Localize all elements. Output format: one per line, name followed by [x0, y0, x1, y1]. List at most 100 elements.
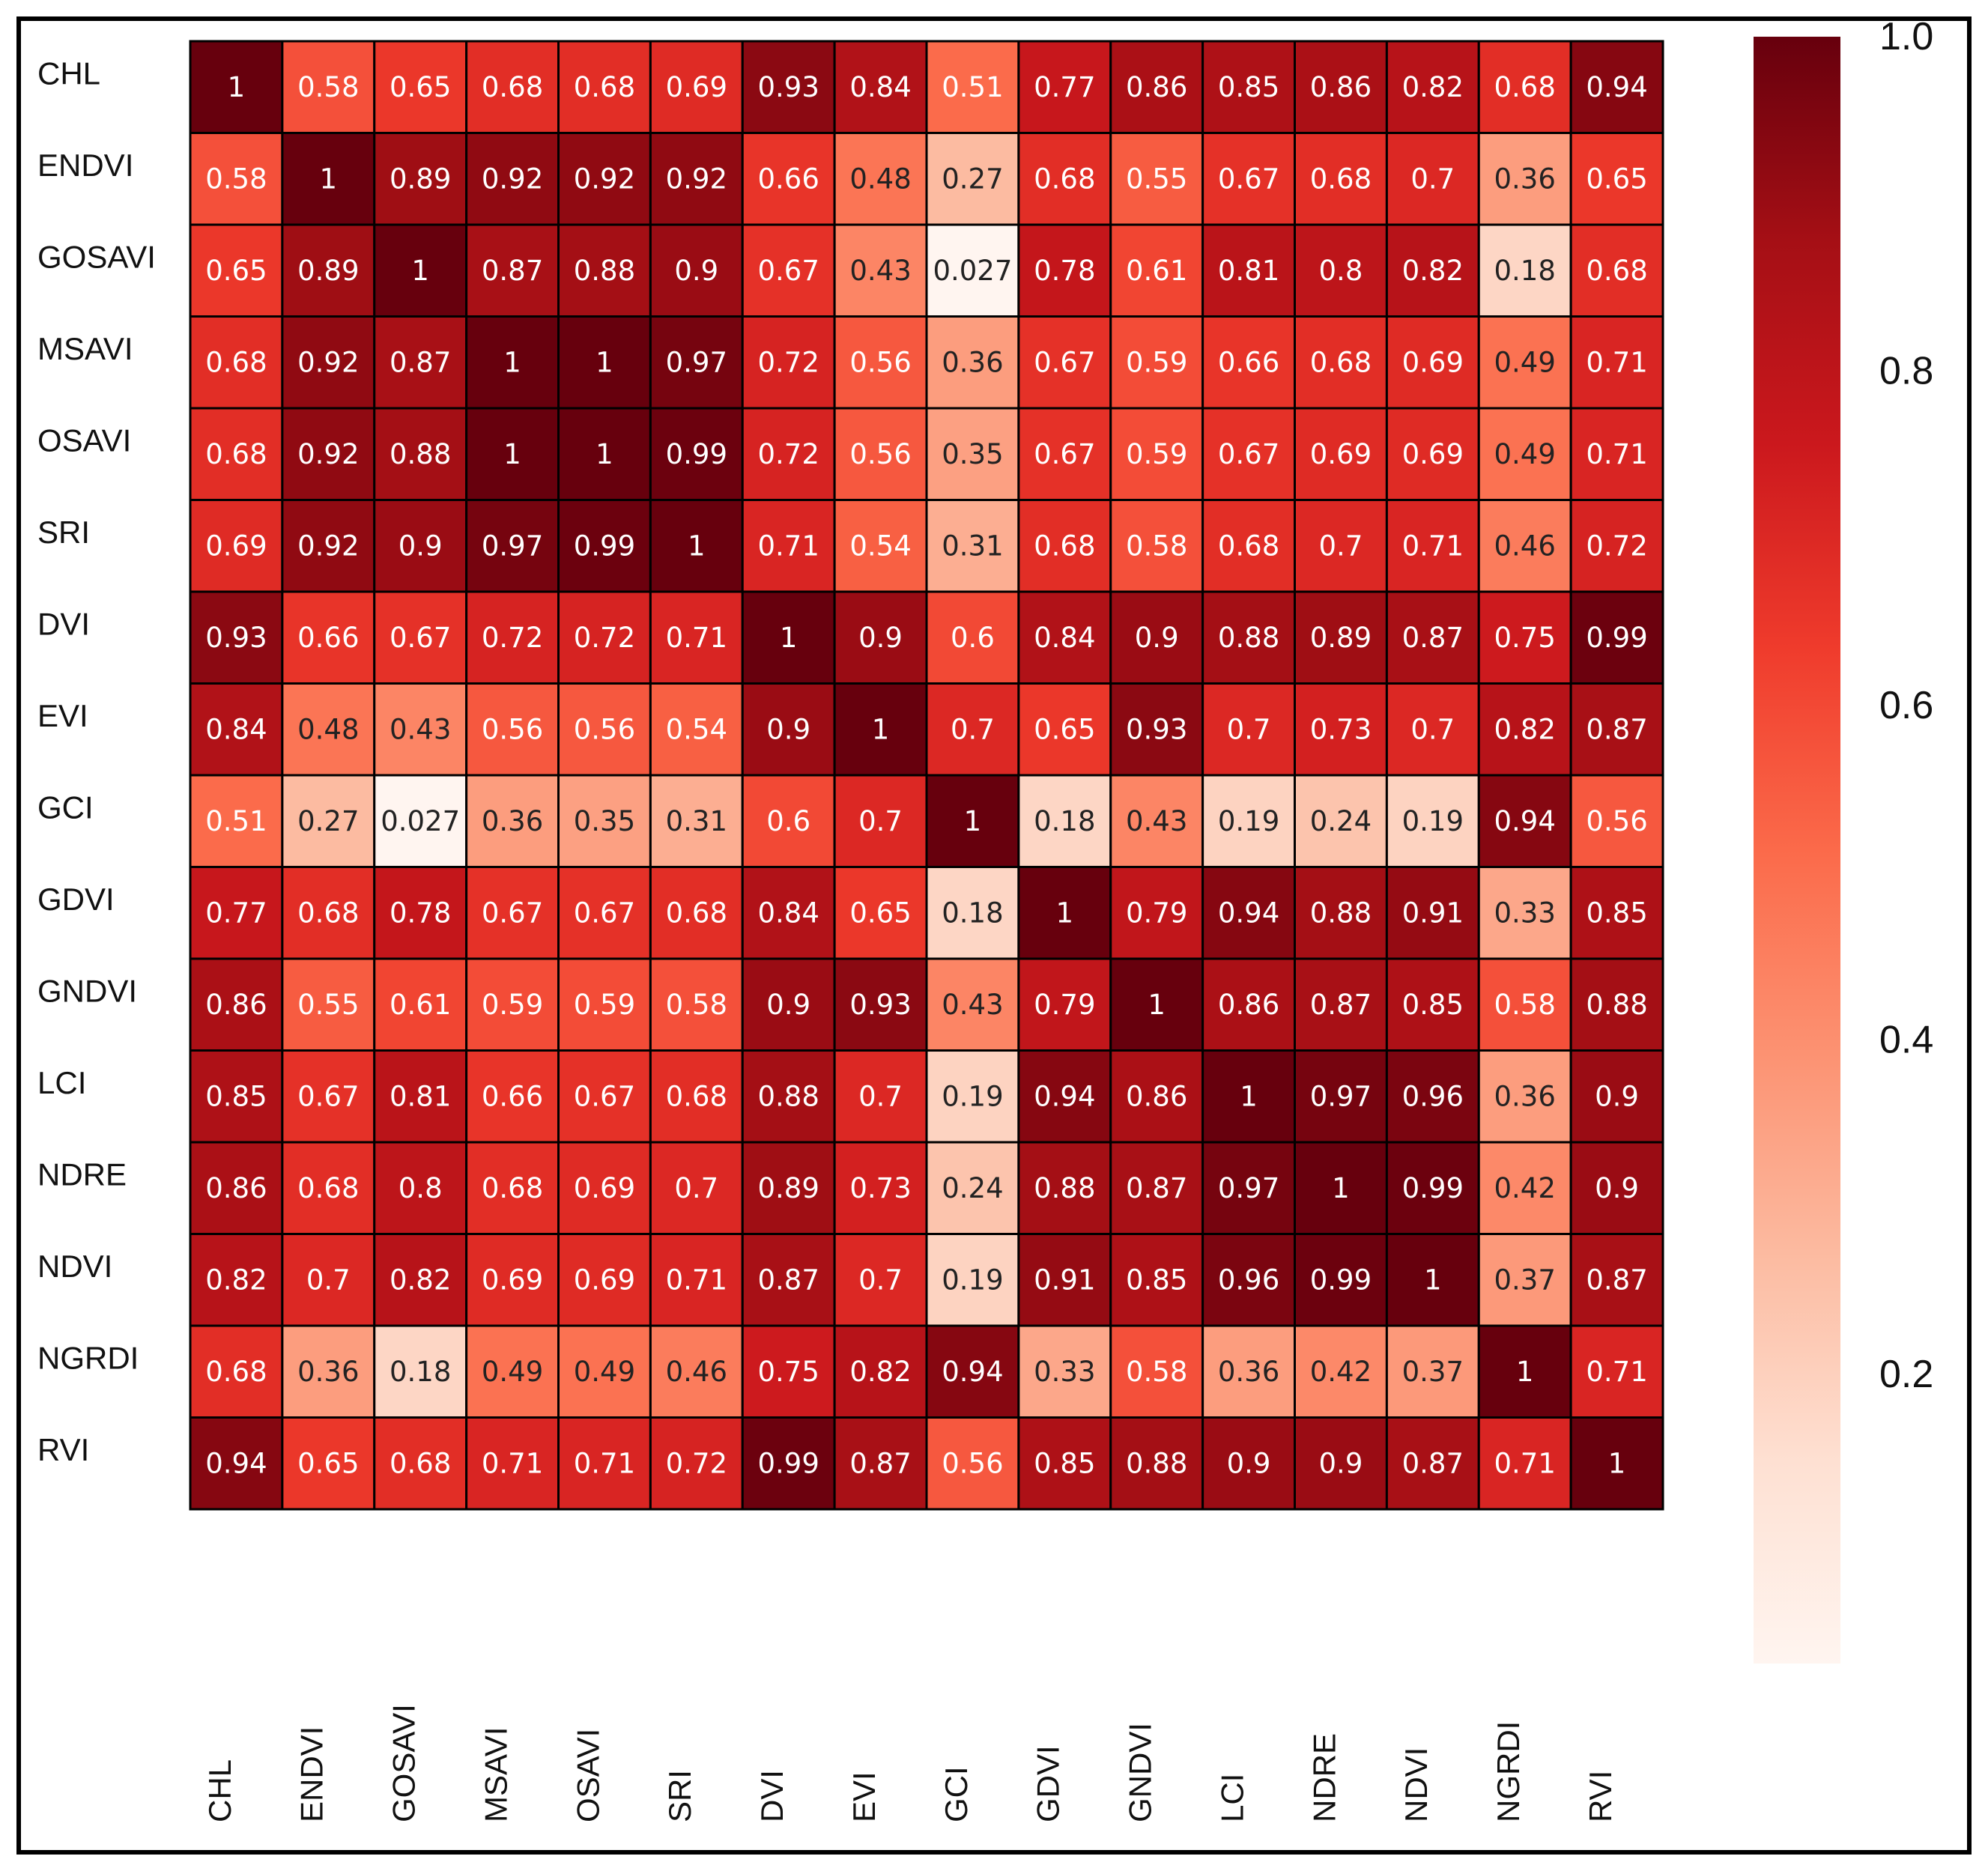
- heatmap-cell: [281, 407, 376, 501]
- cell-value-label: 0.9: [1135, 622, 1179, 654]
- cell-value-label: 0.67: [1218, 163, 1279, 195]
- cell-value-label: 0.71: [482, 1447, 543, 1479]
- cell-value-label: 0.85: [1586, 897, 1647, 929]
- heatmap-cell: [1569, 1141, 1664, 1235]
- column-label: NDVI: [1398, 1747, 1434, 1822]
- cell-value-label: 0.77: [1034, 71, 1095, 103]
- cell-value-label: 0.56: [849, 346, 911, 378]
- cell-value-label: 0.37: [1494, 1264, 1555, 1296]
- heatmap-cell: [465, 590, 560, 685]
- cell-value-label: 0.65: [1034, 713, 1095, 745]
- heatmap-cell: [1569, 499, 1664, 593]
- row-label: GOSAVI: [37, 239, 156, 274]
- cell-value-label: 0.99: [574, 530, 635, 562]
- cell-value-label: 0.85: [1402, 989, 1464, 1021]
- heatmap-cell: [1201, 132, 1297, 226]
- cell-value-label: 0.93: [849, 989, 911, 1021]
- cell-value-label: 0.65: [390, 71, 451, 103]
- cell-value-label: 0.68: [1218, 530, 1279, 562]
- cell-value-label: 0.42: [1494, 1172, 1555, 1204]
- cell-value-label: 0.59: [1126, 438, 1187, 470]
- heatmap-cell: [557, 1049, 652, 1144]
- cell-value-label: 0.88: [574, 255, 635, 287]
- cell-value-label: 0.94: [1034, 1080, 1095, 1112]
- heatmap-cell: [741, 1141, 836, 1235]
- heatmap-cell: [373, 132, 468, 226]
- heatmap-cell: [1477, 774, 1572, 868]
- cell-value-label: 0.56: [849, 438, 911, 470]
- heatmap-cell: [1385, 682, 1480, 777]
- cell-value-label: 0.93: [1126, 713, 1187, 745]
- heatmap-cell: [373, 499, 468, 593]
- heatmap-cell: [373, 315, 468, 410]
- heatmap-cell: [833, 407, 928, 501]
- cell-value-label: 0.93: [205, 622, 267, 654]
- cell-value-label: 0.68: [1310, 163, 1372, 195]
- column-label: MSAVI: [478, 1726, 513, 1822]
- heatmap-cell: [189, 132, 284, 226]
- heatmap-cell: [649, 774, 744, 868]
- cell-value-label: 0.68: [574, 71, 635, 103]
- heatmap-cell: [465, 774, 560, 868]
- cell-value-label: 0.19: [942, 1080, 1003, 1112]
- row-label: EVI: [37, 698, 88, 733]
- heatmap-cell: [833, 1324, 928, 1419]
- cell-value-label: 0.79: [1034, 989, 1095, 1021]
- cell-value-label: 0.48: [849, 163, 911, 195]
- heatmap-cell: [373, 774, 468, 868]
- cell-value-label: 0.68: [482, 1172, 543, 1204]
- cell-value-label: 0.68: [205, 438, 267, 470]
- column-label: RVI: [1583, 1771, 1618, 1822]
- heatmap-cell: [1109, 1416, 1204, 1511]
- cell-value-label: 1: [688, 530, 706, 562]
- cell-value-label: 0.49: [482, 1356, 543, 1388]
- heatmap-cell: [649, 315, 744, 410]
- cell-value-label: 0.87: [1586, 1264, 1647, 1296]
- cell-value-label: 1: [1424, 1264, 1442, 1296]
- cell-value-label: 1: [1148, 989, 1166, 1021]
- cell-value-label: 0.87: [1586, 713, 1647, 745]
- cell-value-label: 1: [596, 438, 613, 470]
- heatmap-cell: [1109, 682, 1204, 777]
- heatmap-cell: [281, 1416, 376, 1511]
- cell-value-label: 0.54: [849, 530, 911, 562]
- colorbar-gradient: [1754, 37, 1840, 1664]
- heatmap-cell: [1569, 407, 1664, 501]
- heatmap-cell: [925, 1233, 1020, 1327]
- cell-value-label: 0.68: [297, 1172, 359, 1204]
- heatmap-cell: [1569, 774, 1664, 868]
- cell-value-label: 0.67: [574, 1080, 635, 1112]
- cell-value-label: 0.43: [942, 989, 1003, 1021]
- cell-value-label: 1: [503, 438, 521, 470]
- heatmap-cell: [1201, 1049, 1297, 1144]
- cell-value-label: 0.92: [574, 163, 635, 195]
- heatmap-cell: [1201, 590, 1297, 685]
- heatmap-cell: [1294, 957, 1388, 1052]
- heatmap-cell: [741, 1416, 836, 1511]
- heatmap-cell: [1109, 499, 1204, 593]
- cell-value-label: 0.87: [482, 255, 543, 287]
- heatmap-cell: [833, 1233, 928, 1327]
- heatmap-cell: [373, 682, 468, 777]
- heatmap-cell: [833, 1416, 928, 1511]
- cell-value-label: 0.72: [1586, 530, 1647, 562]
- cell-value-label: 0.71: [1586, 1356, 1647, 1388]
- cell-value-label: 0.7: [306, 1264, 351, 1296]
- heatmap-cell: [1569, 1233, 1664, 1327]
- cell-value-label: 0.71: [1586, 346, 1647, 378]
- cell-value-label: 0.89: [1310, 622, 1372, 654]
- cell-value-label: 0.89: [757, 1172, 819, 1204]
- heatmap-cell: [557, 1416, 652, 1511]
- cell-value-label: 0.72: [757, 346, 819, 378]
- cell-value-label: 0.94: [1494, 805, 1555, 837]
- cell-value-label: 0.9: [1595, 1172, 1639, 1204]
- heatmap-cell: [1569, 40, 1664, 134]
- cell-value-label: 0.75: [757, 1356, 819, 1388]
- cell-value-label: 0.92: [666, 163, 727, 195]
- cell-value-label: 0.69: [1310, 438, 1372, 470]
- heatmap-cell: [557, 223, 652, 318]
- heatmap-cells: 1 0.58 0.65 0.68 0.68 0.69 0.93 0.84 0.51 0.77 0.8…: [189, 40, 1664, 1511]
- heatmap-cell: [373, 1141, 468, 1235]
- cell-value-label: 1: [1608, 1447, 1626, 1479]
- heatmap-cell: [557, 1141, 652, 1235]
